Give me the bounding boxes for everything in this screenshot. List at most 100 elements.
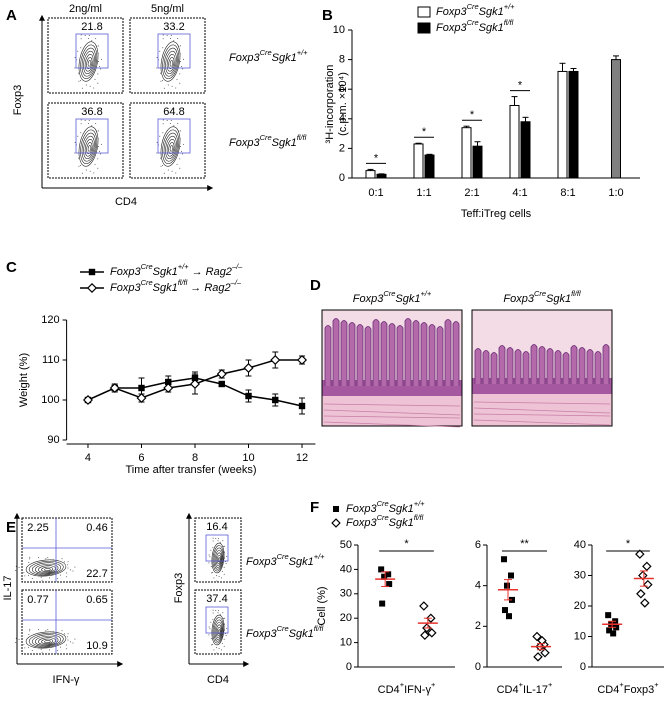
event — [179, 53, 181, 55]
event — [208, 562, 210, 564]
marker — [508, 572, 514, 579]
contour — [162, 44, 180, 80]
event — [95, 123, 97, 125]
y-tick-label: 2 — [339, 142, 345, 154]
event — [169, 123, 171, 125]
marker — [378, 566, 385, 573]
event — [216, 652, 218, 654]
bar — [568, 70, 579, 179]
event — [94, 78, 96, 80]
marker — [88, 268, 96, 276]
y-axis-label: (c.p.m. ×10⁴) — [337, 72, 349, 136]
contour — [78, 41, 99, 82]
tissue-fiber — [323, 415, 461, 419]
text-part: Foxp3 — [246, 556, 277, 568]
x-tick-label: 6 — [138, 452, 144, 464]
villus — [420, 322, 428, 386]
text-part: Cre — [377, 499, 389, 508]
bar — [472, 145, 483, 179]
villus — [404, 318, 412, 386]
villus — [538, 346, 546, 384]
significance-label: * — [374, 152, 379, 164]
marker — [532, 631, 542, 642]
event — [163, 172, 165, 174]
y-tick-label: 8 — [339, 54, 345, 66]
event — [183, 143, 185, 145]
y-tick-label: 100 — [41, 394, 59, 406]
event — [29, 630, 31, 632]
event — [41, 579, 43, 581]
marker — [606, 627, 613, 634]
marker — [165, 378, 172, 386]
tissue-fiber — [323, 409, 461, 416]
marker — [163, 382, 174, 394]
contour — [215, 552, 222, 566]
event — [173, 40, 175, 42]
text-part: Foxp3 — [229, 137, 260, 149]
event — [15, 570, 17, 572]
event — [78, 157, 80, 159]
event — [210, 549, 212, 551]
y-tick-label: 30 — [574, 569, 586, 581]
text-part: +/+ — [504, 2, 515, 11]
marker — [605, 612, 612, 619]
text-part: –/– — [231, 262, 243, 271]
event — [179, 45, 181, 47]
image-title: Foxp3CreSgk1+/+ — [353, 289, 432, 304]
marker — [640, 598, 650, 608]
text-part: Cre — [277, 624, 289, 633]
contour — [83, 50, 95, 75]
event — [74, 566, 76, 568]
villus — [498, 345, 506, 384]
event — [208, 626, 210, 628]
event — [169, 38, 171, 40]
event — [209, 628, 211, 630]
tissue-fiber — [323, 403, 461, 407]
legend-label: Foxp3CreSgk1fl/fl — [346, 513, 424, 528]
text-part: CD4 — [597, 684, 619, 696]
event — [81, 172, 83, 174]
event — [40, 648, 42, 650]
event — [156, 67, 158, 69]
event — [212, 547, 214, 549]
genotype-label: Foxp3CreSgk1fl/fl — [229, 133, 307, 148]
villus — [482, 350, 490, 384]
event — [221, 642, 223, 644]
panel-label: F — [310, 499, 319, 516]
text-part: Sgk1 — [389, 503, 414, 515]
bar — [365, 170, 376, 179]
event — [212, 643, 214, 645]
event — [217, 612, 219, 614]
bar — [376, 173, 387, 179]
contour — [28, 560, 64, 576]
event — [60, 574, 62, 576]
quadrant-value: 0.77 — [27, 594, 48, 606]
gate-value: 33.2 — [163, 21, 184, 33]
text-part: +/+ — [420, 289, 431, 298]
quadrant-value: 0.65 — [86, 594, 107, 606]
villus — [380, 321, 388, 386]
text-part: Sgk1 — [479, 22, 504, 34]
event — [41, 651, 43, 653]
text-part: Foxp3 — [346, 503, 377, 515]
event — [91, 125, 93, 127]
contour — [38, 637, 56, 645]
event — [80, 80, 82, 82]
villus — [388, 323, 396, 386]
event — [38, 629, 40, 631]
event — [210, 566, 212, 568]
text-part: + — [431, 680, 435, 689]
contour — [44, 640, 51, 644]
contour — [80, 44, 98, 80]
event — [47, 629, 49, 631]
event — [167, 169, 169, 171]
submucosa — [472, 394, 612, 426]
event — [15, 642, 17, 644]
text-part: + — [548, 680, 552, 689]
contour — [216, 554, 221, 565]
event — [178, 130, 180, 132]
event — [156, 56, 158, 58]
villus — [522, 351, 530, 384]
x-axis-label: CD4 — [207, 674, 229, 686]
contour — [165, 50, 177, 75]
